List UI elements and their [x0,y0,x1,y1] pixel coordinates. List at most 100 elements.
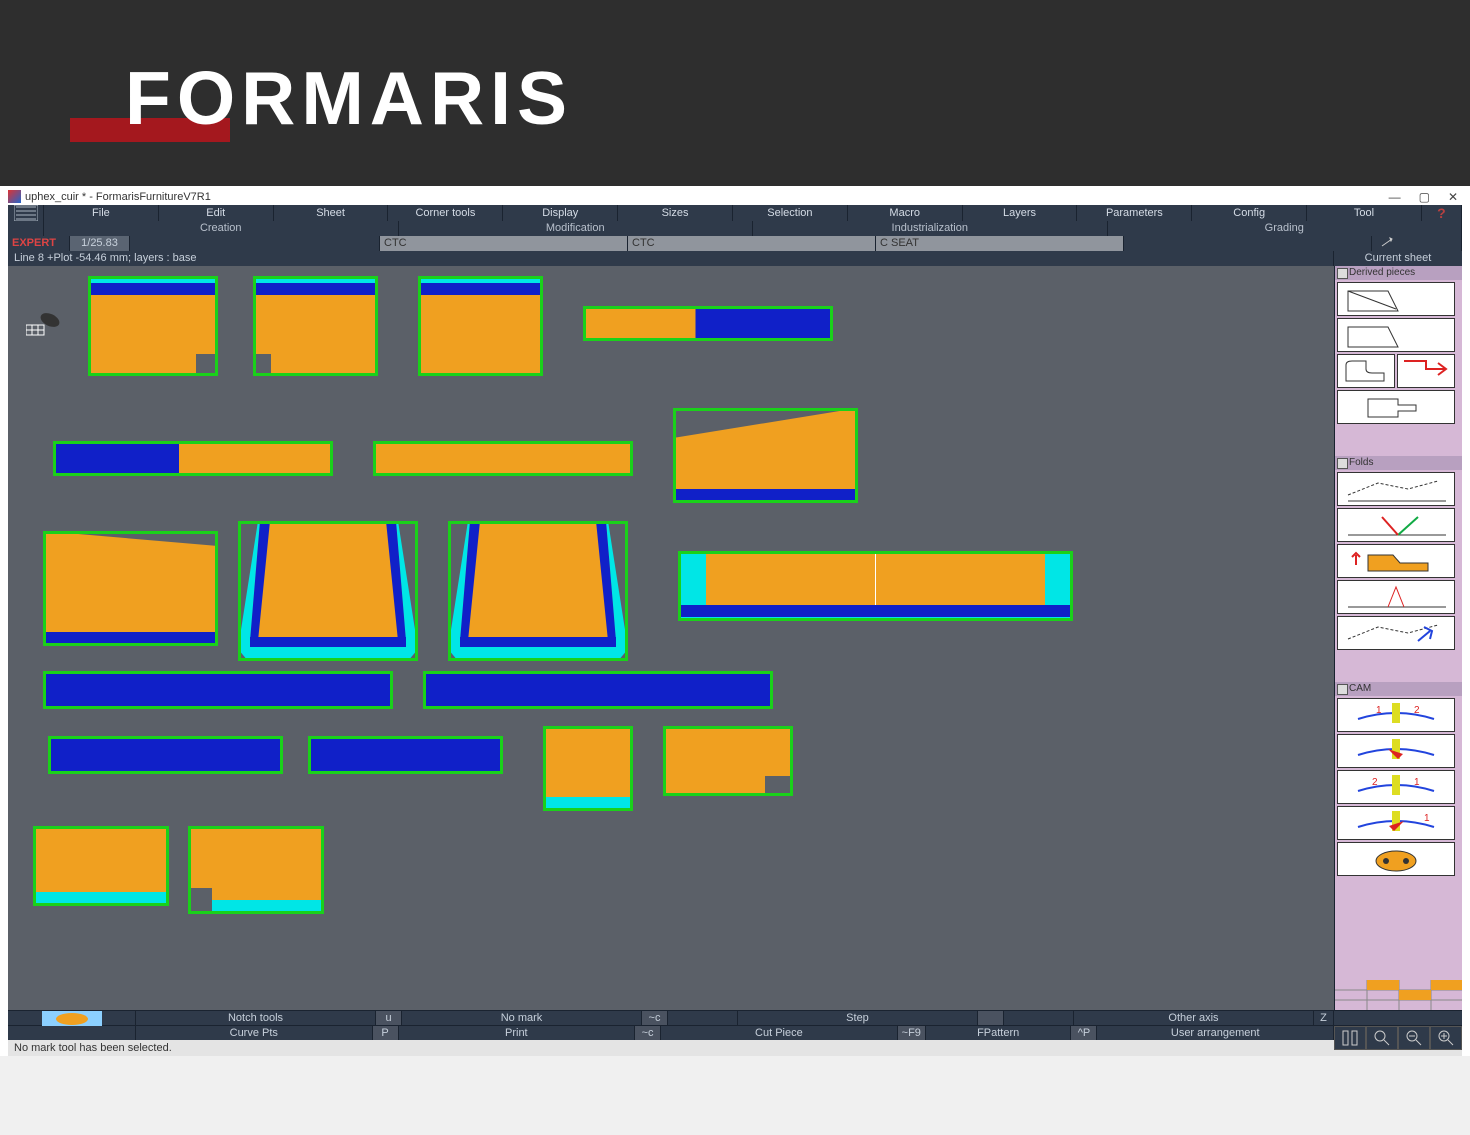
menu-edit[interactable]: Edit [159,205,274,221]
piece-p4[interactable] [583,306,833,341]
piece-p12[interactable] [43,671,393,709]
brand-name: FORMARIS [125,55,573,141]
submenu-industrialization[interactable]: Industrialization [753,221,1108,236]
piece-p1[interactable] [88,276,218,376]
piece-p6[interactable] [373,441,633,476]
tool-cam-4[interactable]: 1 [1337,806,1455,840]
app-logo[interactable] [8,205,44,221]
mini-grid[interactable] [1335,980,1462,1010]
menu-bar: File Edit Sheet Corner tools Display Siz… [8,205,1462,221]
title-bar: uphex_cuir * - FormarisFurnitureV7R1 — ▢… [8,188,1462,205]
menu-macro[interactable]: Macro [848,205,963,221]
tool-fold-4[interactable] [1337,580,1455,614]
tool-cam-1[interactable]: 12 [1337,698,1455,732]
other-axis[interactable]: Other axis [1074,1011,1314,1025]
tool-cam-2[interactable] [1337,734,1455,768]
cut-piece[interactable]: Cut Piece [661,1026,898,1040]
menu-sizes[interactable]: Sizes [618,205,733,221]
menu-display[interactable]: Display [503,205,618,221]
piece-p3[interactable] [418,276,543,376]
derived-tools [1335,280,1462,426]
tool-derived-5[interactable] [1337,390,1455,424]
panel-folds[interactable]: Folds [1335,456,1462,470]
gap [130,236,380,251]
piece-p14[interactable] [48,736,283,774]
canvas[interactable] [8,266,1334,1010]
ctc-1[interactable]: CTC [380,236,628,251]
step[interactable]: Step [738,1011,978,1025]
piece-p7[interactable] [673,408,858,503]
shortcut-cp: ^P [1071,1026,1097,1040]
svg-text:2: 2 [1372,777,1378,788]
tool-derived-4[interactable] [1397,354,1455,388]
close-button[interactable]: ✕ [1448,190,1458,204]
menu-corner-tools[interactable]: Corner tools [388,205,503,221]
piece-p19[interactable] [188,826,324,914]
piece-p9[interactable] [238,521,418,661]
scale: 1/25.83 [70,236,130,251]
shortcut-step [978,1011,1004,1025]
minimize-button[interactable]: — [1389,190,1401,204]
gap [1124,236,1372,251]
menu-selection[interactable]: Selection [733,205,848,221]
menu-tool[interactable]: Tool [1307,205,1422,221]
piece-p17[interactable] [663,726,793,796]
piece-p15[interactable] [308,736,503,774]
panel-cam[interactable]: CAM [1335,682,1462,696]
tool-derived-2[interactable] [1337,318,1455,352]
curve-pts[interactable]: Curve Pts [136,1026,373,1040]
app-window: uphex_cuir * - FormarisFurnitureV7R1 — ▢… [0,186,1470,1056]
piece-p2[interactable] [253,276,378,376]
tool-fold-5[interactable] [1337,616,1455,650]
no-mark[interactable]: No mark [402,1011,642,1025]
tool-cam-3[interactable]: 21 [1337,770,1455,804]
user-arrangement[interactable]: User arrangement [1097,1026,1334,1040]
tool-fold-3[interactable] [1337,544,1455,578]
zoom-strip-2[interactable] [1334,1026,1462,1040]
notch-tools[interactable]: Notch tools [136,1011,376,1025]
shortcut-f9: ~F9 [898,1026,926,1040]
piece-thumb[interactable] [8,1011,136,1025]
tool-derived-1[interactable] [1337,282,1455,316]
piece-p5[interactable] [53,441,333,476]
menu-sheet[interactable]: Sheet [274,205,389,221]
svg-text:1: 1 [1424,813,1430,824]
menu-parameters[interactable]: Parameters [1077,205,1192,221]
piece-p11[interactable] [678,551,1073,621]
piece-p8[interactable] [43,531,218,646]
submenu-modification[interactable]: Modification [399,221,754,236]
window-title: uphex_cuir * - FormarisFurnitureV7R1 [25,191,211,203]
piece-p10[interactable] [448,521,628,661]
zoom-in-icon[interactable] [1430,1026,1462,1050]
info-bar: EXPERT 1/25.83 CTC CTC C SEAT [8,236,1462,251]
tool-cam-5[interactable] [1337,842,1455,876]
maximize-button[interactable]: ▢ [1419,190,1430,204]
piece-p18[interactable] [33,826,169,906]
menu-file[interactable]: File [44,205,159,221]
gap [668,1011,738,1025]
menu-config[interactable]: Config [1192,205,1307,221]
fpattern[interactable]: FPattern [926,1026,1072,1040]
folds-tools [1335,470,1462,652]
zoom-icon[interactable] [1366,1026,1398,1050]
current-sheet-label[interactable]: Current sheet [1334,251,1462,266]
submenu-grading[interactable]: Grading [1108,221,1463,236]
submenu-creation[interactable]: Creation [44,221,399,236]
zoom-fit-icon[interactable] [1334,1026,1366,1050]
piece-p16[interactable] [543,726,633,811]
zoom-out-icon[interactable] [1398,1026,1430,1050]
print[interactable]: Print [399,1026,636,1040]
tool-derived-3[interactable] [1337,354,1395,388]
panel-spacer [1335,878,1462,980]
app-icon [8,190,21,203]
panel-derived-pieces[interactable]: Derived pieces [1335,266,1462,280]
piece-p13[interactable] [423,671,773,709]
tool-fold-2[interactable] [1337,508,1455,542]
seat-label[interactable]: C SEAT [876,236,1124,251]
tool-fold-1[interactable] [1337,472,1455,506]
ctc-2[interactable]: CTC [628,236,876,251]
cursor-text: Line 8 +Plot -54.46 mm; layers : base [8,251,1334,266]
menu-layers[interactable]: Layers [963,205,1078,221]
menu-help[interactable]: ? [1422,205,1462,221]
tool-indicator [1372,236,1462,251]
